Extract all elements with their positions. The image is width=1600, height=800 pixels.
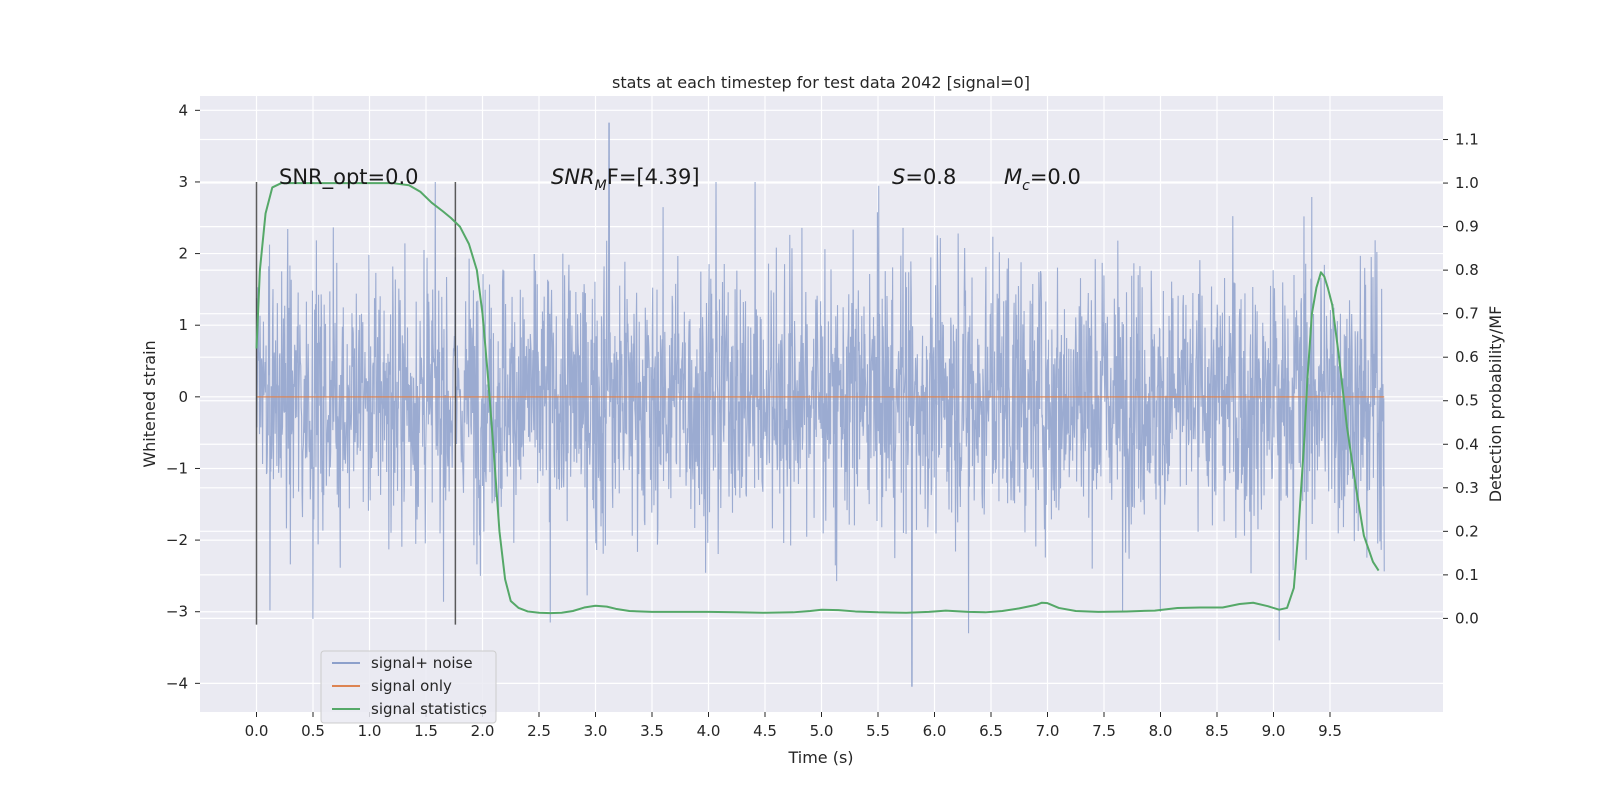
annotation-snr-mf: SNRMF=[4.39] <box>551 165 700 194</box>
x-tick-label: 0.0 <box>245 722 269 740</box>
annotation-mc: Mc=0.0 <box>1004 165 1081 194</box>
signal-noise-line <box>255 122 1385 687</box>
y2-axis-label: Detection probability/MF <box>1486 306 1505 503</box>
y2-tick-label: 0.4 <box>1455 435 1479 453</box>
annotation-s-sym: S <box>892 165 905 189</box>
annotation-s: S=0.8 <box>892 165 956 189</box>
y-tick-label: 3 <box>178 173 188 191</box>
legend-label-signal: signal only <box>371 677 452 695</box>
y-axis-label: Whitened strain <box>140 340 159 467</box>
x-tick-label: 6.0 <box>923 722 947 740</box>
x-tick-label: 0.5 <box>301 722 325 740</box>
x-tick-label: 2.0 <box>471 722 495 740</box>
noise-series <box>255 122 1385 687</box>
y2-tick-label: 0.5 <box>1455 392 1479 410</box>
x-tick-label: 4.0 <box>697 722 721 740</box>
y2-tick-label: 0.7 <box>1455 305 1479 323</box>
annotation-snr-mf-sub: M <box>595 178 607 194</box>
annotation-snr-mf-rest: F=[4.39] <box>607 165 700 189</box>
x-tick-label: 3.0 <box>584 722 608 740</box>
y2-tick-label: 0.1 <box>1455 566 1479 584</box>
chart-title: stats at each timestep for test data 204… <box>612 73 1030 92</box>
x-tick-label: 9.5 <box>1318 722 1342 740</box>
x-tick-label: 8.0 <box>1149 722 1173 740</box>
y2-tick-label: 0.9 <box>1455 218 1479 236</box>
signal-statistics-line <box>255 182 1380 615</box>
y2-tick-label: 0.0 <box>1455 609 1479 627</box>
overlay-series <box>255 181 1385 625</box>
ticks: 0.0 0.5 1.0 1.5 2.0 2.5 3.0 3.5 4.0 4.5 5.0 5.5 6.0 6… <box>166 101 1479 740</box>
x-tick-label: 2.5 <box>527 722 551 740</box>
legend-label-noise: signal+ noise <box>371 654 473 672</box>
y2-tick-label: 1.1 <box>1455 131 1479 149</box>
annotation-mc-rest: =0.0 <box>1030 165 1081 189</box>
y-tick-label: −1 <box>166 459 188 477</box>
x-tick-label: 1.5 <box>414 722 438 740</box>
x-tick-label: 4.5 <box>753 722 777 740</box>
y2-tick-label: 1.0 <box>1455 174 1479 192</box>
y-tick-label: −3 <box>166 603 188 621</box>
x-tick-label: 9.0 <box>1262 722 1286 740</box>
annotation-snr-mf-base: SNR <box>551 165 595 189</box>
y-tick-label: 2 <box>178 245 188 263</box>
legend: signal+ noise signal only signal statist… <box>320 650 497 724</box>
y-tick-label: −2 <box>166 531 188 549</box>
y-tick-label: 0 <box>178 388 188 406</box>
annotation-snr-opt: SNR_opt=0.0 <box>279 165 419 190</box>
y2-tick-label: 0.6 <box>1455 348 1479 366</box>
x-tick-label: 3.5 <box>640 722 664 740</box>
x-tick-label: 7.5 <box>1092 722 1116 740</box>
annotation-mc-sub: c <box>1022 178 1030 194</box>
annotation-s-rest: =0.8 <box>905 165 956 189</box>
x-tick-label: 5.5 <box>866 722 890 740</box>
legend-label-statistics: signal statistics <box>371 700 487 718</box>
y-tick-label: 1 <box>178 316 188 334</box>
y-tick-label: 4 <box>178 101 188 119</box>
y2-tick-label: 0.3 <box>1455 479 1479 497</box>
x-axis-label: Time (s) <box>787 748 853 767</box>
x-tick-label: 5.0 <box>810 722 834 740</box>
y-tick-label: −4 <box>166 674 188 692</box>
legend-box <box>320 650 497 724</box>
annotation-mc-sym: M <box>1004 165 1022 189</box>
x-tick-label: 6.5 <box>979 722 1003 740</box>
y2-tick-label: 0.2 <box>1455 522 1479 540</box>
x-tick-label: 8.5 <box>1205 722 1229 740</box>
x-tick-label: 7.0 <box>1036 722 1060 740</box>
x-tick-label: 1.0 <box>358 722 382 740</box>
y2-tick-label: 0.8 <box>1455 261 1479 279</box>
